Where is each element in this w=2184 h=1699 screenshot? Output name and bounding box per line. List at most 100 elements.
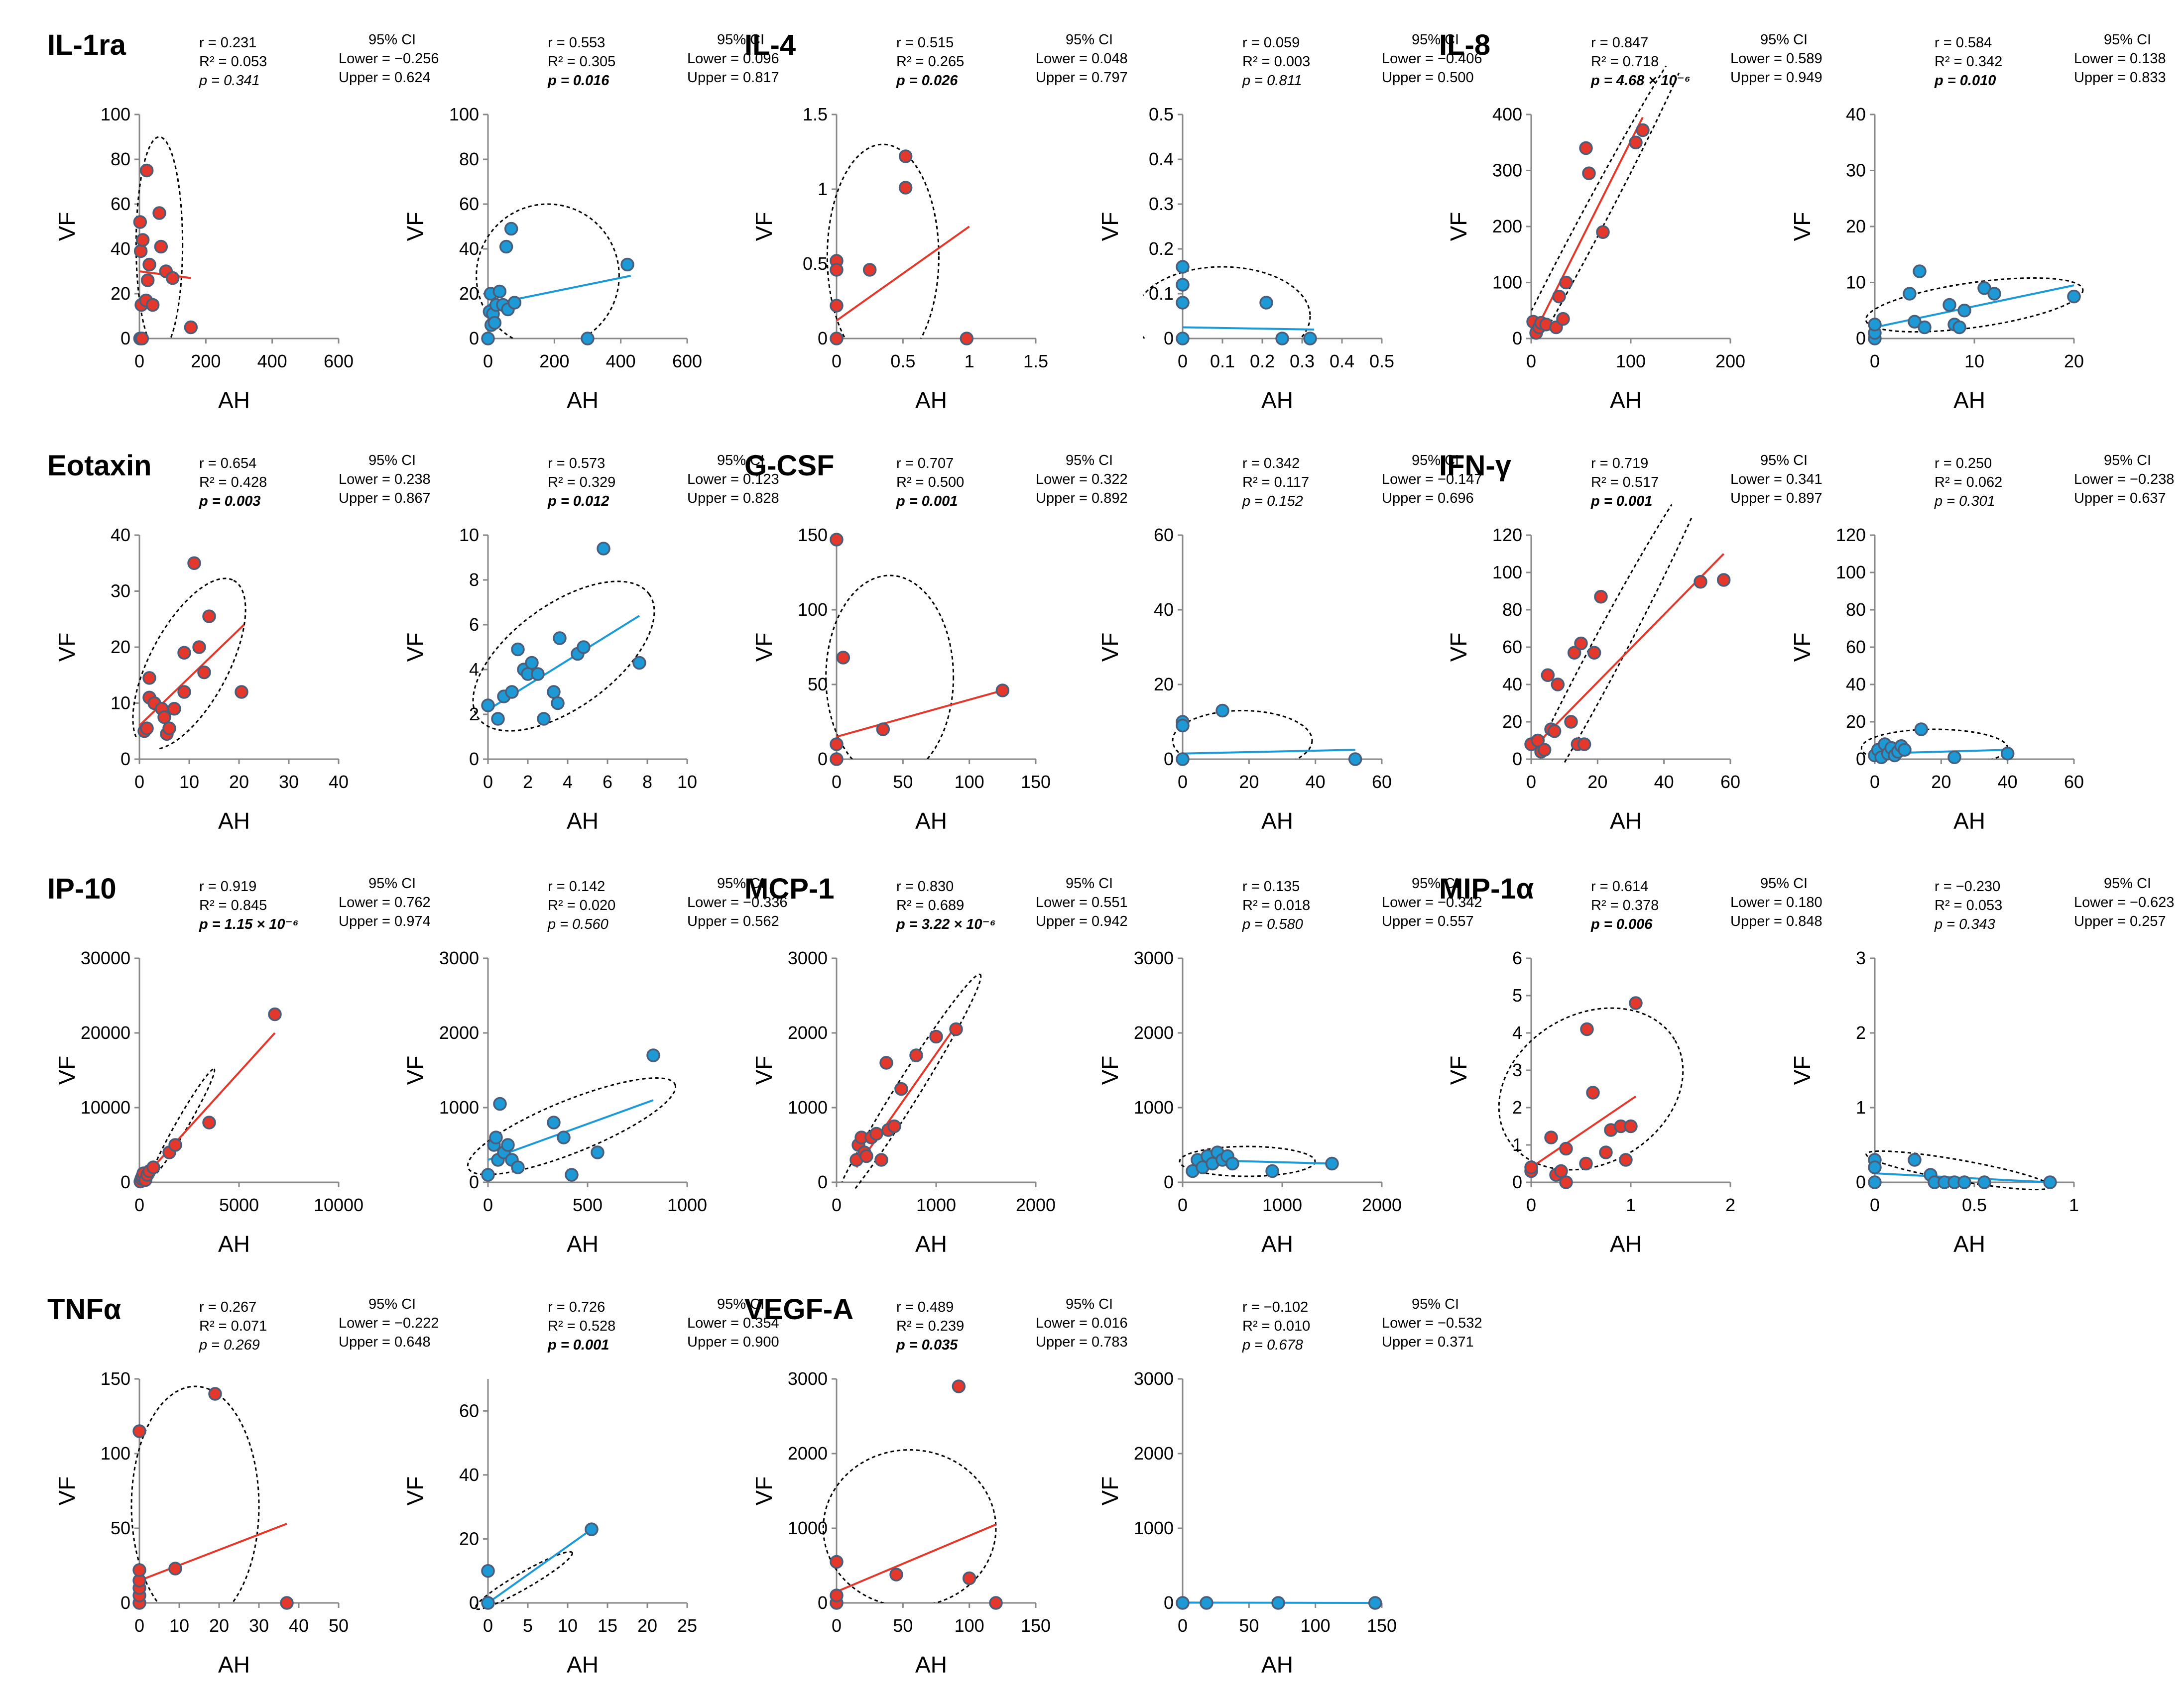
data-point (154, 239, 168, 254)
data-point (929, 1029, 943, 1044)
data-point (1215, 703, 1229, 718)
data-point (168, 1562, 182, 1576)
data-point (553, 631, 567, 645)
y-tick-label: 0 (1856, 1172, 1866, 1192)
x-axis-label: AH (218, 387, 250, 413)
x-tick-label: 0 (134, 1195, 144, 1215)
data-point (1619, 1153, 1633, 1167)
data-point (1271, 1596, 1285, 1610)
x-tick-label: 40 (1654, 772, 1674, 792)
data-point (830, 737, 844, 751)
y-tick-label: 0 (121, 749, 130, 769)
data-point (168, 1138, 182, 1152)
data-point (280, 1596, 294, 1610)
x-tick-label: 200 (191, 351, 221, 371)
ci-upper: Upper = 0.500 (1382, 70, 1474, 86)
x-axis-label: AH (218, 808, 250, 834)
ci-lower: Lower = 0.551 (1036, 895, 1128, 910)
y-tick-label: 4 (469, 659, 479, 680)
data-point (1265, 1164, 1279, 1178)
y-tick-label: 30 (111, 581, 130, 601)
x-tick-label: 400 (606, 351, 636, 371)
stat-r: r = 0.267 (199, 1299, 256, 1315)
y-tick-label: 10000 (81, 1097, 130, 1118)
ci-lower: Lower = −0.336 (687, 895, 788, 910)
y-tick-label: 30 (1846, 160, 1866, 181)
data-point (1547, 724, 1562, 738)
y-tick-label: 1000 (1134, 1097, 1174, 1118)
data-point (481, 1564, 495, 1578)
y-tick-label: 3 (1856, 948, 1866, 968)
data-point (1947, 750, 1961, 764)
data-point (1554, 1164, 1568, 1178)
confidence-ellipse (472, 580, 655, 732)
data-point (139, 163, 154, 178)
x-tick-label: 0 (483, 772, 493, 792)
y-tick-label: 20 (1502, 711, 1522, 732)
y-tick-label: 300 (1492, 160, 1522, 181)
y-tick-label: 40 (1154, 599, 1174, 620)
ci-lower: Lower = −0.238 (2074, 471, 2175, 487)
confidence-ellipse (825, 574, 955, 759)
y-tick-label: 0 (1512, 328, 1522, 348)
y-axis-label: VF (1446, 1056, 1471, 1085)
y-tick-label: 3 (1512, 1060, 1522, 1080)
data-point (862, 263, 877, 277)
ci-upper: Upper = 0.624 (339, 70, 431, 86)
stat-r: r = 0.515 (896, 35, 954, 51)
y-tick-label: 40 (1502, 674, 1522, 694)
x-tick-label: 1000 (667, 1195, 707, 1215)
data-point (1977, 1175, 1991, 1189)
confidence-ellipse (1865, 277, 2084, 333)
data-point (492, 284, 507, 299)
panel-11: r = 0.250 R² = 0.062 p = 0.301 95% CI Lower … (1789, 453, 2175, 834)
panel-title: IL-8 (1439, 29, 1490, 61)
stat-p: p = 0.001 (1590, 493, 1652, 509)
data-point (869, 1127, 883, 1141)
ci-title: 95% CI (1760, 32, 1808, 48)
stat-p: p = 0.012 (547, 493, 609, 509)
data-point (830, 332, 844, 345)
y-axis-label: VF (751, 212, 777, 241)
data-point (135, 332, 149, 345)
x-axis-label: AH (567, 1231, 599, 1257)
data-point (995, 683, 1010, 697)
data-point (2000, 747, 2015, 761)
data-point (162, 721, 176, 735)
x-tick-label: 20 (637, 1615, 657, 1636)
x-tick-label: 150 (1021, 772, 1051, 792)
y-axis-label: VF (402, 1056, 428, 1085)
y-tick-label: 80 (111, 149, 130, 169)
stat-r: r = 0.250 (1935, 455, 1992, 471)
stat-p: p = 0.016 (547, 73, 609, 89)
ci-title: 95% CI (2104, 453, 2151, 468)
data-point (1908, 1153, 1922, 1167)
y-tick-label: 40 (111, 238, 130, 259)
data-point (1552, 289, 1566, 304)
data-point (1918, 320, 1932, 335)
y-tick-label: 50 (111, 1518, 130, 1538)
stat-p: p = 0.269 (199, 1337, 260, 1353)
x-tick-label: 0 (483, 351, 493, 371)
x-tick-label: 15 (598, 1615, 617, 1636)
ci-title: 95% CI (1412, 453, 1459, 468)
x-axis-label: AH (915, 387, 947, 413)
regression-line (487, 1528, 593, 1604)
confidence-ellipse (1865, 1150, 2052, 1191)
ci-upper: Upper = 0.797 (1036, 70, 1128, 86)
y-tick-label: 120 (1492, 525, 1522, 545)
data-point (481, 1596, 495, 1610)
x-tick-label: 1 (1626, 1195, 1636, 1215)
y-tick-label: 20 (1846, 216, 1866, 236)
ci-title: 95% CI (368, 1296, 416, 1312)
y-tick-label: 0.5 (1149, 104, 1174, 124)
y-tick-label: 2000 (1134, 1443, 1174, 1464)
data-point (525, 656, 539, 670)
data-point (889, 1568, 903, 1582)
x-tick-label: 10 (677, 772, 697, 792)
y-axis-label: VF (54, 212, 80, 241)
ci-lower: Lower = 0.322 (1036, 471, 1128, 487)
x-tick-label: 20 (209, 1615, 229, 1636)
regression-line (1530, 553, 1725, 751)
ci-lower: Lower = −0.256 (339, 51, 439, 67)
